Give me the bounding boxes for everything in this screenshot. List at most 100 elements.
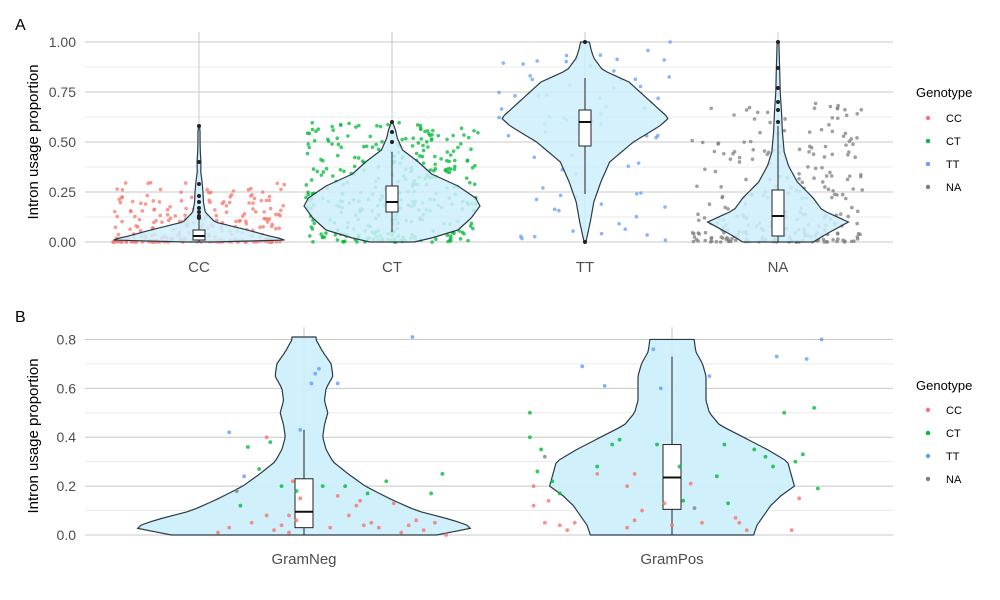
- data-point: [339, 145, 344, 150]
- data-point: [633, 77, 638, 82]
- data-point: [823, 144, 828, 149]
- data-point: [134, 224, 138, 228]
- data-point: [850, 205, 854, 210]
- data-point: [183, 213, 187, 217]
- legend-entry-label: NA: [946, 182, 962, 194]
- data-point: [165, 207, 170, 212]
- data-point: [378, 124, 383, 129]
- data-point: [691, 239, 696, 244]
- data-point: [656, 96, 660, 101]
- data-point: [274, 226, 278, 231]
- box-outlier: [197, 210, 201, 214]
- box-outlier: [776, 86, 780, 90]
- data-point: [859, 107, 864, 112]
- data-point: [124, 240, 129, 244]
- data-point: [615, 57, 619, 62]
- data-point: [658, 386, 663, 391]
- legend-swatch: [925, 453, 931, 459]
- data-point: [466, 135, 471, 140]
- legend-entry-label: TT: [946, 159, 960, 171]
- data-point: [714, 240, 719, 244]
- data-point: [238, 503, 243, 508]
- data-point: [374, 142, 378, 147]
- data-point: [806, 165, 810, 169]
- data-point: [354, 503, 359, 508]
- box-outlier: [197, 206, 201, 210]
- data-point: [719, 235, 724, 239]
- data-point: [807, 130, 812, 134]
- data-point: [654, 135, 658, 140]
- data-point: [451, 133, 455, 138]
- data-point: [375, 123, 379, 128]
- data-point: [820, 180, 825, 184]
- data-point: [406, 523, 411, 528]
- data-point: [421, 528, 426, 533]
- data-point: [458, 237, 463, 241]
- data-point: [843, 131, 848, 136]
- x-tick-label: GramPos: [640, 551, 703, 568]
- data-point: [662, 501, 667, 506]
- data-point: [311, 240, 315, 244]
- data-point: [783, 117, 787, 121]
- data-point: [370, 145, 375, 149]
- data-point: [260, 190, 265, 194]
- y-tick-label: 0.00: [49, 234, 76, 250]
- data-point: [840, 192, 845, 197]
- data-point: [846, 214, 851, 219]
- data-point: [267, 194, 272, 199]
- data-point: [472, 182, 477, 187]
- data-point: [625, 484, 630, 489]
- x-tick-label: TT: [576, 259, 594, 276]
- data-point: [246, 445, 250, 449]
- data-point: [532, 155, 537, 160]
- data-point: [595, 464, 600, 469]
- data-point: [368, 134, 373, 139]
- data-point: [453, 164, 457, 169]
- data-point: [599, 202, 604, 206]
- data-point: [663, 205, 667, 209]
- data-point: [841, 134, 846, 139]
- data-point: [726, 501, 730, 506]
- data-point: [335, 493, 340, 498]
- data-point: [835, 116, 840, 121]
- legend-entry-label: TT: [946, 451, 960, 463]
- data-point: [290, 479, 295, 484]
- data-point: [287, 530, 291, 535]
- data-point: [279, 187, 283, 192]
- data-point: [471, 226, 475, 231]
- data-point: [752, 447, 757, 452]
- legend-swatch: [925, 430, 931, 436]
- data-point: [755, 110, 760, 115]
- data-point: [189, 195, 194, 200]
- data-point: [115, 187, 119, 191]
- data-point: [535, 469, 540, 474]
- data-point: [774, 354, 779, 359]
- data-point: [130, 199, 135, 204]
- data-point: [707, 202, 712, 207]
- data-point: [709, 236, 713, 241]
- data-point: [434, 237, 438, 242]
- data-point: [112, 209, 117, 214]
- data-point: [598, 53, 603, 57]
- data-point: [443, 168, 448, 173]
- data-point: [771, 464, 775, 469]
- data-point: [580, 364, 585, 369]
- data-point: [852, 239, 856, 243]
- data-point: [112, 240, 116, 244]
- data-point: [725, 235, 729, 240]
- panel-b-y-axis-title: Intron usage proportion: [25, 358, 42, 513]
- data-point: [528, 74, 532, 78]
- data-point: [855, 136, 859, 140]
- data-point: [828, 170, 832, 175]
- data-point: [843, 107, 847, 112]
- panel-b-legend: Genotype CC CT TT NA: [916, 378, 972, 486]
- data-point: [732, 149, 737, 154]
- y-tick-label: 0.8: [57, 331, 77, 347]
- data-point: [646, 48, 650, 53]
- data-point: [835, 106, 840, 111]
- data-point: [813, 101, 818, 106]
- panel-b-violins: [136, 336, 796, 536]
- data-point: [315, 169, 320, 174]
- data-point: [376, 147, 381, 152]
